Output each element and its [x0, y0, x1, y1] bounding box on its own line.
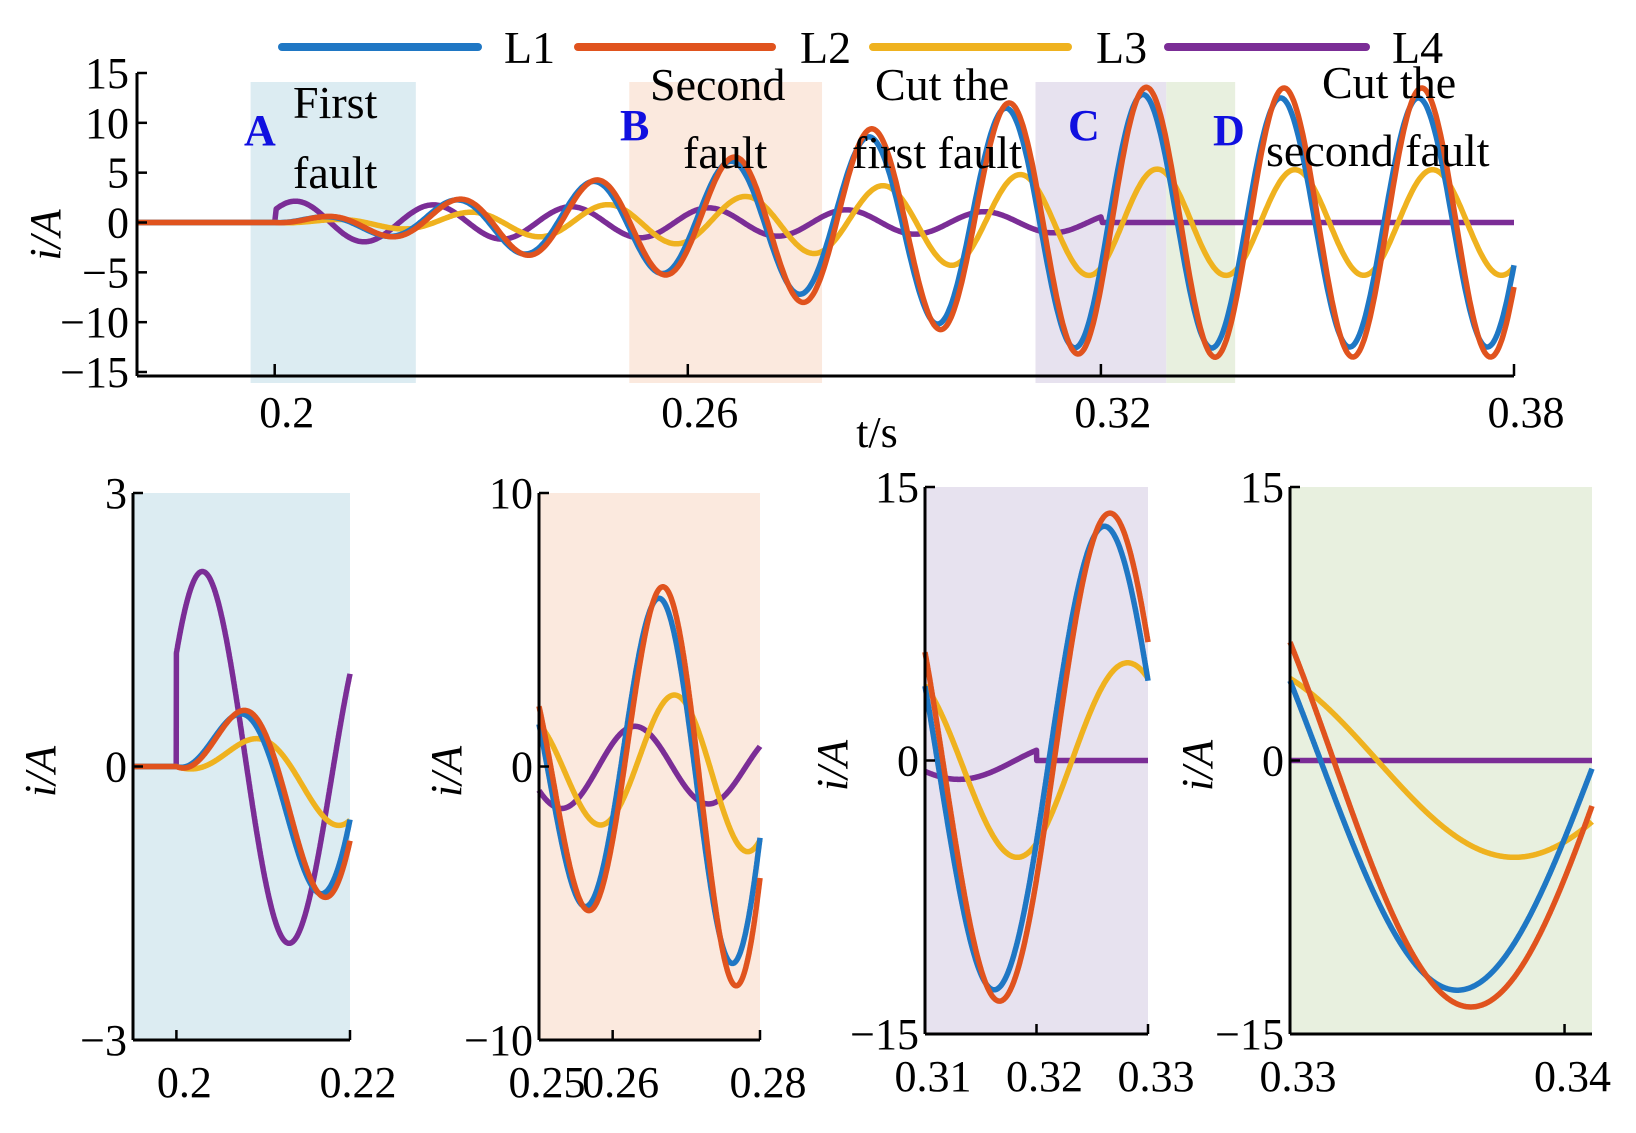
zoom-x-tick-label: 0.33	[1118, 1052, 1195, 1101]
zoom-y-tick-label: −3	[80, 1016, 127, 1065]
zoom-x-tick-label: 0.28	[730, 1058, 807, 1107]
series-l2-line	[536, 584, 763, 989]
zoom-y-tick-label: −10	[464, 1016, 533, 1065]
region-a-label-line2: fault	[293, 147, 378, 198]
zoom-x-tick-label: 0.34	[1534, 1052, 1611, 1101]
legend-label-l1: L1	[504, 22, 555, 73]
main-y-tick-label: 15	[85, 49, 129, 98]
series-l1-line	[1287, 678, 1595, 993]
zoom-y-axis-label: i/A	[16, 745, 65, 797]
main-x-tick-label: 0.38	[1488, 388, 1565, 437]
legend: L1 L2 L3 L4	[278, 22, 1443, 73]
zoom-x-tick-label: 0.33	[1260, 1052, 1337, 1101]
main-x-axis-label: t/s	[856, 408, 898, 457]
zoom-1-axes: 3 0 −3 0.2 0.22 i/A	[16, 469, 397, 1107]
region-d-label-line1: Cut the	[1322, 57, 1456, 108]
main-y-tick-label: 10	[85, 99, 129, 148]
series-l2-line	[922, 510, 1151, 1004]
series-l2-line	[130, 707, 353, 901]
zoom-y-tick-label: 0	[105, 743, 127, 792]
zoom-3-axes: 15 0 −150.31 0.32 0.33 i/A	[808, 463, 1195, 1101]
zoom-y-tick-label: 0	[511, 743, 533, 792]
series-curves	[130, 84, 1595, 1010]
zoom-y-axis-label: i/A	[422, 745, 471, 797]
main-x-tick-label: 0.32	[1074, 388, 1151, 437]
zoom-4-axes: 15 0 −150.33 0.34 i/A	[1173, 463, 1611, 1101]
series-l2-line	[135, 84, 1517, 360]
zoom-x-tick-label: 0.25	[509, 1058, 586, 1107]
legend-item-l2: L2	[574, 22, 851, 73]
region-b-label-line1: Second	[650, 59, 785, 110]
zoom-x-tick-label: 0.2	[157, 1058, 212, 1107]
legend-item-l4: L4	[1164, 22, 1443, 73]
zoom-y-tick-label: 10	[489, 469, 533, 518]
zoom-y-tick-label: 15	[875, 463, 919, 512]
region-d-label-line2: second fault	[1266, 125, 1490, 176]
main-y-tick-label: −15	[60, 348, 129, 397]
zoom-y-tick-label: 15	[1240, 463, 1284, 512]
series-l1-line	[922, 523, 1151, 993]
region-letter-b: B	[620, 101, 649, 150]
zoom-y-tick-label: −15	[1215, 1010, 1284, 1059]
series-l3-line	[1287, 675, 1595, 861]
zoom-y-axis-label: i/A	[1173, 739, 1222, 791]
panel-zoom-4-curves	[1287, 640, 1595, 1010]
main-x-tick-label: 0.2	[259, 388, 314, 437]
zoom-y-tick-label: −15	[850, 1010, 919, 1059]
region-letter-c: C	[1068, 101, 1100, 150]
main-y-axis-label: i/A	[21, 208, 70, 260]
region-letter-d: D	[1213, 106, 1245, 155]
region-a-label-line1: First	[293, 77, 378, 128]
main-x-tick-label: 0.26	[661, 388, 738, 437]
cut-first-fault-line2: first fault	[852, 127, 1022, 178]
panel-main-curves	[135, 84, 1517, 360]
zoom-x-tick-label: 0.22	[320, 1058, 397, 1107]
zoom-x-tick-label: 0.31	[895, 1052, 972, 1101]
series-l4-line	[135, 198, 1516, 245]
main-y-tick-label: −10	[60, 298, 129, 347]
zoom-x-tick-label: 0.26	[582, 1058, 659, 1107]
legend-label-l2: L2	[800, 22, 851, 73]
zoom-2-axes: 10 0 −100.250.26 0.28 i/A	[422, 469, 807, 1107]
main-y-tick-label: 5	[107, 149, 129, 198]
series-l4-line	[922, 747, 1151, 783]
zoom-y-axis-label: i/A	[808, 739, 857, 791]
region-letter-a: A	[244, 106, 276, 155]
panel-zoom-2-curves	[536, 584, 763, 989]
zoom-backgrounds	[133, 487, 1592, 1040]
zoom-x-tick-label: 0.32	[1006, 1052, 1083, 1101]
zoom-y-tick-label: 3	[105, 469, 127, 518]
main-y-tick-label: 0	[107, 199, 129, 248]
panel-zoom-1-curves	[130, 568, 353, 947]
legend-label-l4: L4	[1392, 22, 1443, 73]
legend-item-l1: L1	[278, 22, 555, 73]
series-l3-line	[536, 692, 763, 855]
zoom-y-tick-label: 0	[1262, 737, 1284, 786]
series-l2-line	[1287, 640, 1595, 1010]
main-y-tick-label: −5	[82, 248, 129, 297]
zoom-y-tick-label: 0	[897, 737, 919, 786]
region-b-label-line2: fault	[683, 127, 768, 178]
cut-first-fault-line1: Cut the	[875, 59, 1009, 110]
legend-label-l3: L3	[1096, 22, 1147, 73]
legend-item-l3: L3	[869, 22, 1147, 73]
panel-zoom-3-curves	[922, 510, 1151, 1004]
